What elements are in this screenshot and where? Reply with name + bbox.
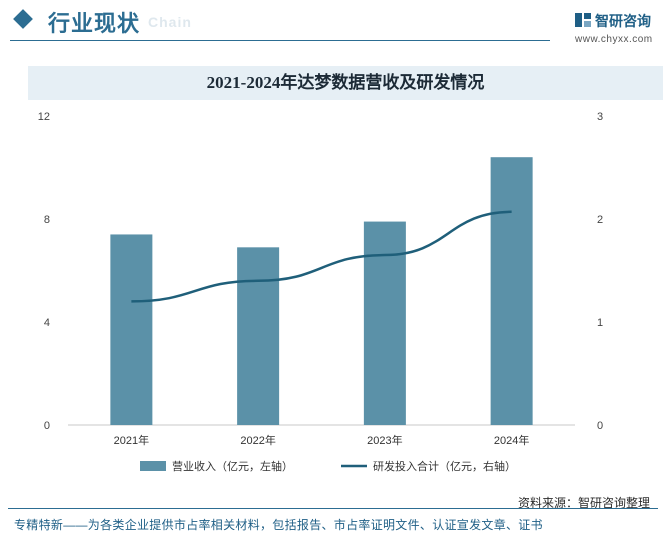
chart-title: 2021-2024年达梦数据营收及研发情况 [28, 66, 663, 100]
header: 行业现状 Chain 智研咨询 www.chyxx.com [0, 0, 668, 48]
brand-name: 智研咨询 [595, 13, 651, 29]
left-tick-label-1: 0 [44, 420, 50, 432]
bar-1 [110, 234, 153, 425]
series-line [131, 210, 512, 303]
footer-note: 专精特新——为各类企业提供市占率相关材料，包括报告、市占率证明文件、认证宣发文章… [14, 518, 543, 532]
right-tick-label-1: 0 [597, 420, 603, 432]
section-title: 行业现状 [48, 11, 141, 36]
left-tick-label-3: 8 [44, 214, 50, 226]
legend-swatch-bar [140, 461, 166, 471]
brand-url: www.chyxx.com [575, 34, 653, 45]
footer-divider [8, 508, 658, 509]
legend-label-line: 研发投入合计（亿元，右轴） [373, 459, 516, 473]
category-label-1: 2021年 [114, 433, 149, 447]
bar-3 [363, 221, 406, 425]
section-subtitle: Chain [148, 14, 192, 30]
source-text: 资料来源：智研咨询整理 [517, 496, 650, 510]
category-label-2: 2022年 [240, 433, 275, 447]
left-tick-label-4: 12 [38, 111, 50, 123]
category-label-3: 2023年 [367, 433, 402, 447]
bar-4 [490, 157, 533, 425]
legend-label-bar: 营业收入（亿元，左轴） [172, 459, 293, 473]
left-tick-label-2: 4 [44, 317, 50, 329]
right-tick-label-3: 2 [597, 214, 603, 226]
header-divider [10, 40, 550, 41]
bar-2 [237, 247, 280, 425]
brand-logo-icon [575, 13, 591, 27]
category-label-4: 2024年 [494, 433, 529, 447]
right-tick-label-2: 1 [597, 317, 603, 329]
right-tick-label-4: 3 [597, 111, 603, 123]
